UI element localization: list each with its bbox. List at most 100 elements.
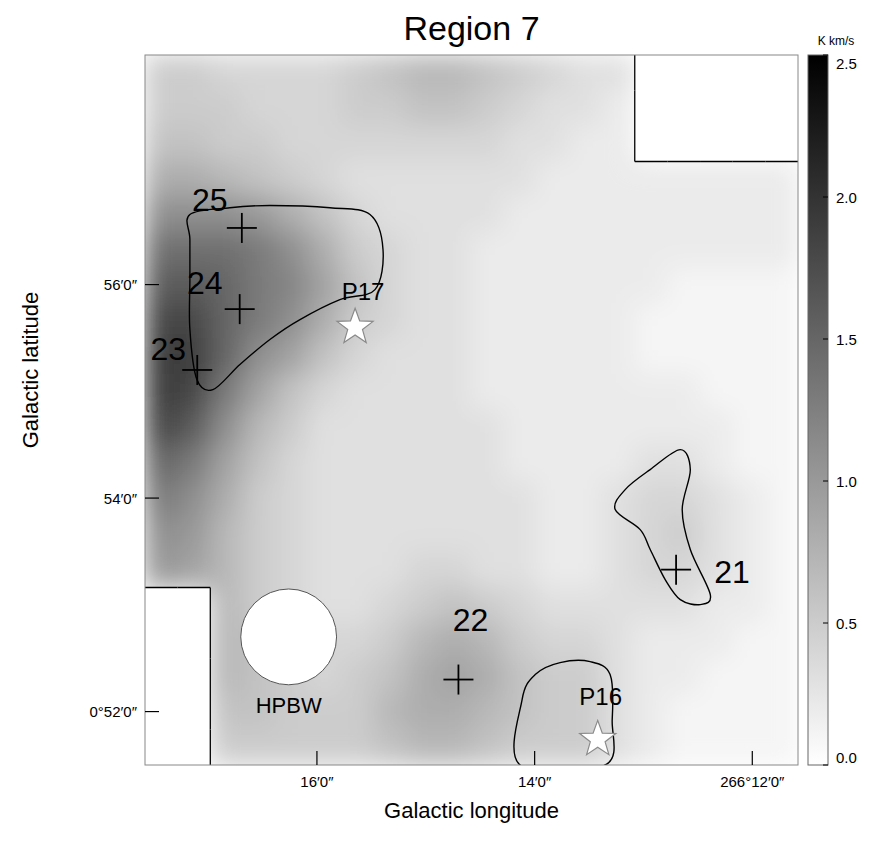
plot-frame <box>145 55 798 765</box>
heatmap-cell <box>667 268 701 305</box>
heatmap-cell <box>210 729 244 765</box>
heatmap-cell <box>242 374 276 411</box>
point-label: 24 <box>187 265 223 301</box>
heatmap-cell <box>700 694 734 731</box>
no-data-cell <box>634 90 668 127</box>
heatmap-cell <box>504 55 538 91</box>
colorbar-tick-label: 1.0 <box>836 473 857 490</box>
heatmap-cell <box>732 303 766 340</box>
heatmap-cell <box>504 729 538 765</box>
heatmap-cell <box>406 197 440 234</box>
heatmap-cell <box>406 268 440 305</box>
heatmap-cell <box>536 481 570 518</box>
heatmap-cell <box>210 126 244 163</box>
heatmap-cell <box>438 410 472 447</box>
point-label: P16 <box>579 683 622 710</box>
no-data-edge <box>210 694 211 730</box>
no-data-cell <box>732 126 766 163</box>
heatmap-cell <box>177 90 211 127</box>
heatmap-cell <box>373 623 407 660</box>
heatmap-cell <box>732 658 766 695</box>
heatmap-cell <box>569 516 603 553</box>
no-data-cell <box>700 55 734 91</box>
heatmap-cell <box>373 161 407 198</box>
heatmap-cell <box>732 410 766 447</box>
heatmap-cell <box>438 729 472 765</box>
heatmap-cell <box>504 410 538 447</box>
heatmap-cell <box>536 197 570 234</box>
heatmap-cell <box>667 694 701 731</box>
heatmap-cell <box>210 658 244 695</box>
heatmap-cell <box>765 694 798 731</box>
heatmap-cell <box>536 303 570 340</box>
heatmap-cell <box>569 161 603 198</box>
heatmap-cell <box>569 410 603 447</box>
heatmap-cell <box>373 410 407 447</box>
heatmap-cell <box>634 161 668 198</box>
colorbar-tick <box>823 623 828 624</box>
heatmap-cell <box>634 410 668 447</box>
heatmap-cell <box>308 552 342 589</box>
no-data-cell <box>667 126 701 163</box>
no-data-edge <box>635 161 668 162</box>
heatmap-cell <box>634 374 668 411</box>
heatmap-cell <box>765 303 798 340</box>
heatmap-cell <box>275 161 309 198</box>
heatmap-cell <box>242 126 276 163</box>
heatmap-cell <box>373 55 407 91</box>
heatmap-cell <box>242 90 276 127</box>
heatmap-cell <box>471 55 505 91</box>
heatmap-cell <box>210 339 244 376</box>
colorbar-tick <box>823 197 828 198</box>
heatmap-cell <box>732 374 766 411</box>
colorbar-tick <box>823 55 828 56</box>
heatmap-cell <box>700 445 734 482</box>
point-cross <box>227 213 257 243</box>
heatmap-cell <box>438 516 472 553</box>
heatmap-cell <box>406 232 440 269</box>
heatmap-cell <box>536 90 570 127</box>
heatmap-cell <box>406 445 440 482</box>
heatmap-cell <box>536 161 570 198</box>
heatmap-cell <box>700 587 734 624</box>
heatmap-cell <box>504 552 538 589</box>
heatmap-cell <box>145 126 178 163</box>
heatmap-cell <box>765 552 798 589</box>
heatmap-cell <box>602 197 636 234</box>
heatmap-cell <box>667 161 701 198</box>
heatmap-cell <box>504 445 538 482</box>
heatmap-cell <box>569 374 603 411</box>
heatmap-cell <box>667 658 701 695</box>
heatmap-cell <box>406 694 440 731</box>
heatmap-cell <box>700 197 734 234</box>
heatmap-cell <box>210 481 244 518</box>
heatmap-cell <box>373 303 407 340</box>
heatmap-cell <box>765 197 798 234</box>
chart: Region 72122232425P16P17HPBW16′0″14′0″26… <box>0 0 883 842</box>
heatmap-cell <box>373 694 407 731</box>
x-tick <box>316 751 317 765</box>
colorbar-tick-label: 2.0 <box>836 189 857 206</box>
heatmap-cell <box>210 587 244 624</box>
heatmap-cell <box>340 623 374 660</box>
no-data-edge <box>210 623 211 659</box>
no-data-edge <box>634 126 635 162</box>
heatmap-cell <box>406 374 440 411</box>
title: Region 7 <box>403 9 539 47</box>
heatmap-cell <box>536 445 570 482</box>
heatmap-cell <box>504 197 538 234</box>
heatmap-cell <box>504 694 538 731</box>
point-cross <box>225 294 255 324</box>
heatmap-cell <box>732 694 766 731</box>
beam-label: HPBW <box>256 693 322 718</box>
heatmap-cell <box>275 729 309 765</box>
heatmap-cell <box>667 232 701 269</box>
heatmap-cell <box>732 197 766 234</box>
heatmap-cell <box>569 481 603 518</box>
heatmap-cell <box>765 445 798 482</box>
heatmap-cell <box>177 410 211 447</box>
no-data-cell <box>177 658 211 695</box>
heatmap-cell <box>438 303 472 340</box>
heatmap-cell <box>406 339 440 376</box>
heatmap-cell <box>438 694 472 731</box>
